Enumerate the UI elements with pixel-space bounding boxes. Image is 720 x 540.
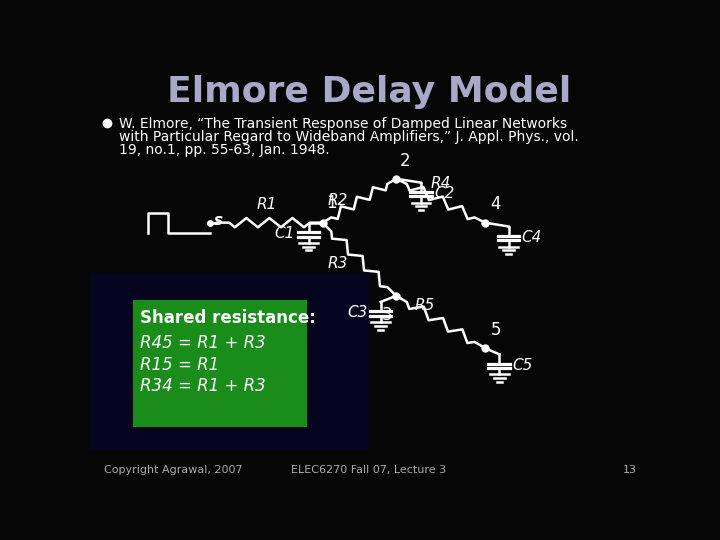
FancyBboxPatch shape xyxy=(132,300,307,427)
Text: R45 = R1 + R3: R45 = R1 + R3 xyxy=(140,334,266,352)
Text: R3: R3 xyxy=(328,255,348,271)
Text: R4: R4 xyxy=(431,177,451,192)
Text: Copyright Agrawal, 2007: Copyright Agrawal, 2007 xyxy=(104,465,243,475)
Text: R2: R2 xyxy=(328,193,348,208)
Text: Shared resistance:: Shared resistance: xyxy=(140,309,316,327)
Text: 4: 4 xyxy=(490,195,501,213)
Text: s: s xyxy=(214,213,223,228)
Text: 13: 13 xyxy=(622,465,636,475)
Text: 19, no.1, pp. 55-63, Jan. 1948.: 19, no.1, pp. 55-63, Jan. 1948. xyxy=(120,143,330,157)
Text: W. Elmore, “The Transient Response of Damped Linear Networks: W. Elmore, “The Transient Response of Da… xyxy=(120,117,567,131)
Text: C3: C3 xyxy=(347,305,367,320)
Text: R34 = R1 + R3: R34 = R1 + R3 xyxy=(140,377,266,395)
Text: C5: C5 xyxy=(513,357,533,373)
Text: 2: 2 xyxy=(400,152,410,170)
Text: ELEC6270 Fall 07, Lecture 3: ELEC6270 Fall 07, Lecture 3 xyxy=(292,465,446,475)
Text: R5: R5 xyxy=(414,298,434,313)
Text: C4: C4 xyxy=(522,230,542,245)
Text: Elmore Delay Model: Elmore Delay Model xyxy=(167,75,571,109)
Text: 5: 5 xyxy=(490,321,501,339)
Text: C1: C1 xyxy=(274,226,294,241)
FancyBboxPatch shape xyxy=(90,273,369,450)
Text: 1: 1 xyxy=(326,194,337,212)
Text: 3: 3 xyxy=(382,306,392,324)
Text: R15 = R1: R15 = R1 xyxy=(140,356,220,374)
Text: with Particular Regard to Wideband Amplifiers,” J. Appl. Phys., vol.: with Particular Regard to Wideband Ampli… xyxy=(120,130,579,144)
Text: R1: R1 xyxy=(256,197,276,212)
Text: C2: C2 xyxy=(434,186,454,201)
